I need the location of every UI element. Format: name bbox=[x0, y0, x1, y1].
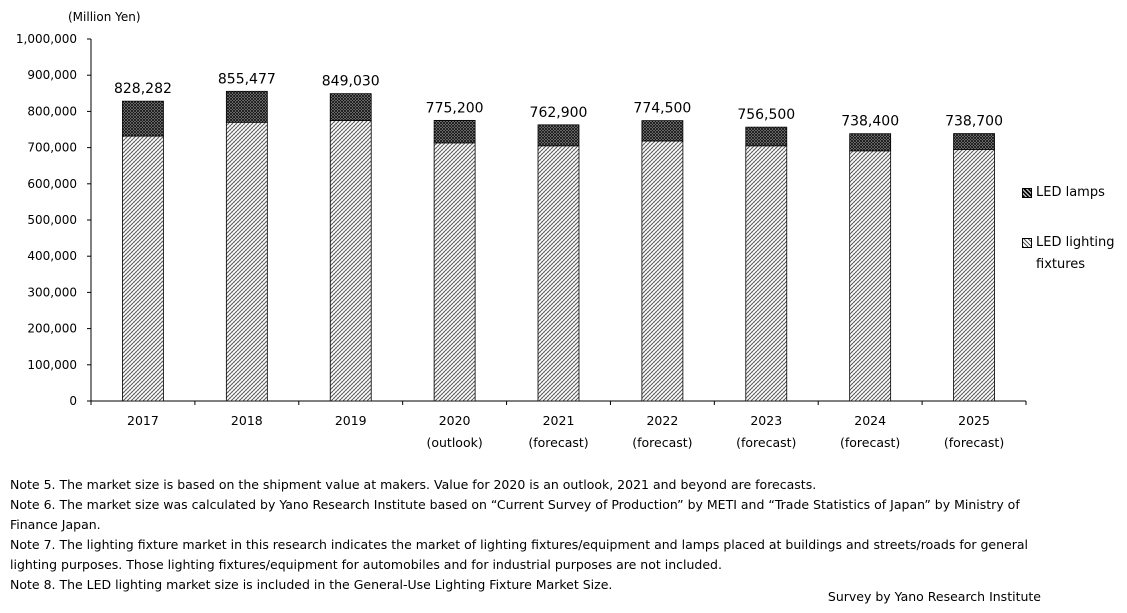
total-value-label: 855,477 bbox=[218, 71, 276, 87]
y-tick-label: 900,000 bbox=[27, 68, 77, 82]
notes: Note 5. The market size is based on the … bbox=[10, 475, 1050, 595]
legend: LED lamps LED lighting fixtures bbox=[1022, 182, 1115, 276]
bar-segment-led-lighting-fixtures bbox=[537, 145, 580, 402]
x-tick-sublabel: (forecast) bbox=[944, 435, 1004, 450]
bar-segment-led-lamps bbox=[433, 119, 476, 144]
total-value-label: 774,500 bbox=[633, 101, 691, 117]
note-line: lighting purposes. Those lighting fixtur… bbox=[10, 557, 722, 572]
note-line: Note 5. The market size is based on the … bbox=[10, 477, 817, 492]
legend-swatch-lamps bbox=[1022, 188, 1032, 198]
x-tick-sublabel: (forecast) bbox=[840, 435, 900, 450]
y-tick-label: 300,000 bbox=[27, 285, 77, 299]
bar-segment-led-lighting-fixtures bbox=[433, 142, 476, 402]
y-tick-label: 1,000,000 bbox=[16, 32, 77, 46]
bar-segment-led-lighting-fixtures bbox=[329, 120, 372, 402]
bars bbox=[122, 90, 995, 402]
y-tick-label: 600,000 bbox=[27, 177, 77, 191]
x-tick-label: 2018 bbox=[231, 413, 263, 428]
bar-segment-led-lamps bbox=[225, 90, 268, 123]
data-labels: 828,282 2017 855,477 2018 849,030 2019 775,200… bbox=[114, 71, 1004, 450]
x-tick-sublabel: (outlook) bbox=[426, 435, 482, 450]
legend-label-fixtures-line2: fixtures bbox=[1036, 257, 1086, 272]
bar-segment-led-lamps bbox=[122, 100, 164, 137]
note-line: Note 7. The lighting fixture market in t… bbox=[10, 537, 1028, 552]
y-tick-label: 800,000 bbox=[27, 104, 77, 118]
y-axis-unit-label: (Million Yen) bbox=[68, 10, 141, 24]
note-line: Note 6. The market size was calculated b… bbox=[10, 497, 1020, 512]
bar-segment-led-lamps bbox=[537, 124, 580, 147]
x-tick-label: 2017 bbox=[127, 413, 159, 428]
source-credit: Survey by Yano Research Institute bbox=[827, 589, 1041, 604]
bar-segment-led-lighting-fixtures bbox=[849, 150, 892, 402]
x-tick-sublabel: (forecast) bbox=[736, 435, 796, 450]
bar-segment-led-lighting-fixtures bbox=[122, 135, 164, 402]
y-tick-label: 700,000 bbox=[27, 141, 77, 155]
x-tick-label: 2024 bbox=[854, 413, 886, 428]
x-tick-sublabel: (forecast) bbox=[632, 435, 692, 450]
x-tick-sublabel: (forecast) bbox=[528, 435, 588, 450]
legend-label-lamps: LED lamps bbox=[1036, 185, 1105, 200]
total-value-label: 756,500 bbox=[737, 107, 795, 123]
bar-segment-led-lamps bbox=[849, 133, 892, 152]
bar-segment-led-lighting-fixtures bbox=[953, 149, 995, 402]
legend-item-fixtures: LED lighting fixtures bbox=[1022, 232, 1115, 276]
x-tick-label: 2025 bbox=[958, 413, 990, 428]
total-value-label: 849,030 bbox=[322, 74, 380, 90]
total-value-label: 738,700 bbox=[945, 114, 1003, 130]
bar-segment-led-lamps bbox=[953, 133, 995, 150]
x-tick-label: 2022 bbox=[646, 413, 678, 428]
y-tick-label: 200,000 bbox=[27, 322, 77, 336]
bar-segment-led-lamps bbox=[329, 93, 372, 121]
axes: 0 100,000 200,000 300,000 400,000 500,000 600,… bbox=[16, 32, 1027, 408]
note-line: Note 8. The LED lighting market size is … bbox=[10, 577, 613, 592]
bar-segment-led-lamps bbox=[745, 126, 788, 147]
legend-item-lamps: LED lamps bbox=[1022, 182, 1115, 204]
y-tick-label: 0 bbox=[69, 394, 77, 408]
total-value-label: 775,200 bbox=[426, 100, 484, 116]
x-tick-label: 2021 bbox=[543, 413, 575, 428]
legend-swatch-fixtures bbox=[1022, 238, 1032, 248]
total-value-label: 762,900 bbox=[530, 105, 588, 121]
bar-segment-led-lighting-fixtures bbox=[745, 145, 788, 402]
x-tick-label: 2019 bbox=[335, 413, 367, 428]
total-value-label: 828,282 bbox=[114, 81, 172, 97]
bar-segment-led-lighting-fixtures bbox=[225, 121, 268, 402]
bar-segment-led-lighting-fixtures bbox=[641, 140, 684, 402]
stacked-bar-chart: (Million Yen) 0 100,000 200,000 300,000 400,… bbox=[16, 10, 1027, 450]
legend-label-fixtures-line1: LED lighting bbox=[1036, 235, 1115, 250]
y-tick-label: 100,000 bbox=[27, 358, 77, 372]
x-tick-label: 2023 bbox=[750, 413, 782, 428]
total-value-label: 738,400 bbox=[841, 114, 899, 130]
x-tick-label: 2020 bbox=[439, 413, 471, 428]
bar-segment-led-lamps bbox=[641, 120, 684, 142]
note-line: Finance Japan. bbox=[10, 517, 101, 532]
y-tick-label: 500,000 bbox=[27, 213, 77, 227]
y-tick-label: 400,000 bbox=[27, 249, 77, 263]
